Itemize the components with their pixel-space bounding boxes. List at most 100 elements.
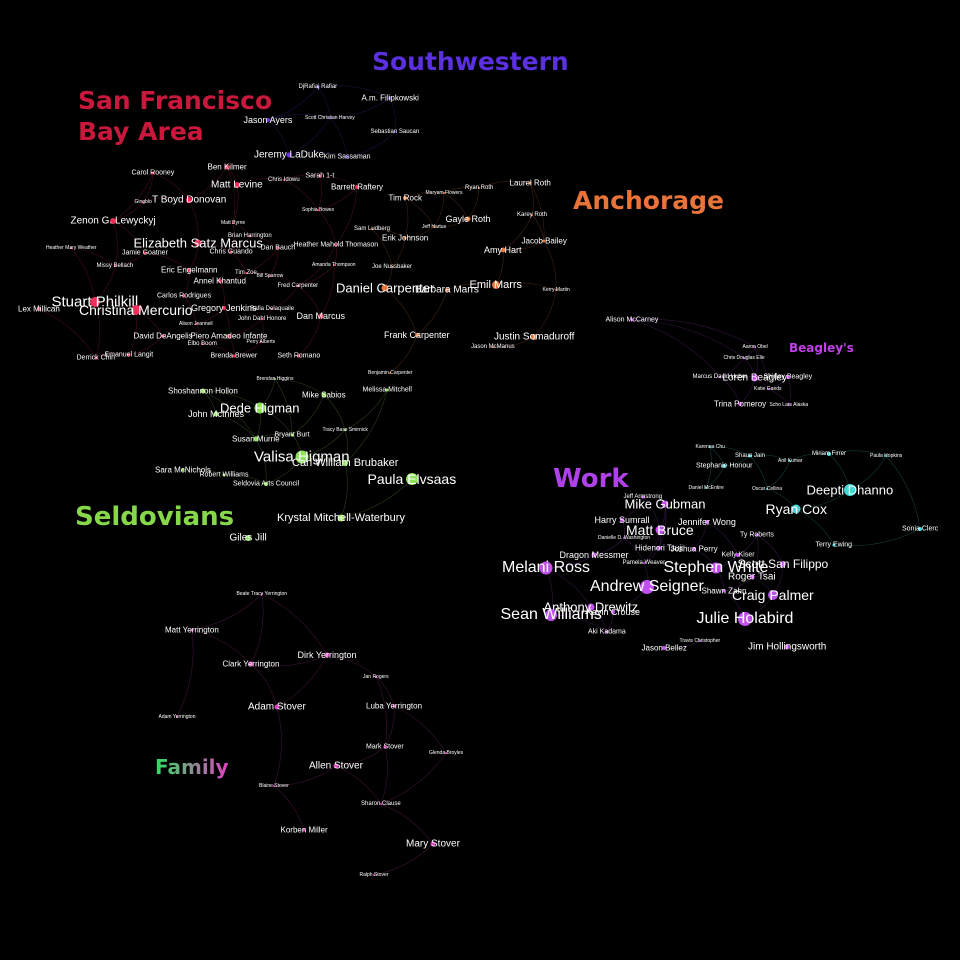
node-label: Carol Rooney xyxy=(131,169,175,177)
node-label: Dragon Messmer xyxy=(559,550,629,560)
node-label: Marcus David Huber xyxy=(692,374,748,380)
node-anchorage xyxy=(389,372,391,374)
node-label: Tracy Bass Smirnick xyxy=(322,427,368,433)
edge xyxy=(228,318,263,337)
node-work_aux xyxy=(844,484,856,496)
edge xyxy=(195,323,203,345)
node-family xyxy=(274,704,280,710)
node-label: Shawn Zahn xyxy=(701,586,747,596)
edge xyxy=(297,244,337,287)
node-label: Zenon G. Lewyckyj xyxy=(70,215,156,227)
edge xyxy=(297,285,322,317)
node-label: Glenda Broyles xyxy=(429,750,464,756)
node-sf xyxy=(317,209,319,211)
node-sf xyxy=(318,313,324,319)
node-anchorage xyxy=(555,289,557,291)
cluster-label-family: Family xyxy=(155,755,229,779)
edge xyxy=(723,455,751,467)
node-label: Sean Williams xyxy=(500,606,602,623)
node-label: Gingblo xyxy=(134,199,152,205)
node-label: Susan Murrie xyxy=(232,434,280,444)
edge xyxy=(478,180,531,189)
edge xyxy=(495,282,557,291)
edge xyxy=(223,307,230,337)
edge xyxy=(373,843,434,876)
node-work xyxy=(640,580,654,594)
edge xyxy=(663,640,701,649)
node-label: Danielle D. Washington xyxy=(598,535,651,541)
node-work_aux xyxy=(918,527,922,531)
node-seldovians xyxy=(245,535,251,541)
node-label: Brian Harrington xyxy=(228,233,272,239)
node-beagleys xyxy=(786,375,790,379)
edge xyxy=(502,240,545,251)
edge xyxy=(95,353,130,359)
edge xyxy=(250,654,328,667)
edge xyxy=(269,247,279,277)
node-beagleys xyxy=(754,346,756,348)
node-sf xyxy=(187,268,191,272)
node-label: Jason Bellez xyxy=(641,643,687,653)
node-label: Tim Zoe xyxy=(235,270,257,276)
edge xyxy=(191,593,263,631)
node-label: Scott San Filippo xyxy=(737,557,829,571)
edge xyxy=(335,746,386,767)
node-work_aux xyxy=(766,488,768,490)
node-label: Sarah 1-t xyxy=(305,172,335,180)
edge xyxy=(250,593,264,665)
node-label: Frank Carpenter xyxy=(384,330,450,340)
node-beagleys xyxy=(719,376,721,378)
node-work xyxy=(641,495,645,499)
node-beagleys xyxy=(751,374,759,382)
edge xyxy=(219,280,225,309)
node-anchorage xyxy=(531,214,533,216)
node-label: Laurel Roth xyxy=(509,178,551,188)
edge xyxy=(128,335,164,356)
node-work_aux xyxy=(827,452,831,456)
node-label: Sophia Bowes xyxy=(302,207,334,213)
edge xyxy=(288,117,331,156)
node-label: Perry Alberts xyxy=(246,339,276,345)
node-sf xyxy=(224,164,230,170)
node-work xyxy=(657,546,661,550)
edge xyxy=(202,390,257,440)
node-label: Rafia Delaquaile xyxy=(250,306,295,312)
node-label: Kevin Crouse xyxy=(586,607,641,617)
edge xyxy=(658,545,695,550)
edge xyxy=(789,453,830,462)
node-label: Justin Somaduroff xyxy=(494,331,575,343)
edge xyxy=(389,334,418,374)
node-work xyxy=(643,562,645,564)
edge xyxy=(274,378,325,396)
edge xyxy=(323,394,346,431)
node-label: Christina Mercurio xyxy=(79,302,193,318)
node-anchorage xyxy=(415,333,419,337)
node-label: Mary Stover xyxy=(406,838,460,850)
edge xyxy=(112,220,118,267)
edge xyxy=(380,752,447,805)
edge xyxy=(283,179,319,211)
node-seldovians xyxy=(406,473,418,485)
node-label: Barrett Raftery xyxy=(331,182,384,192)
edge xyxy=(346,131,396,158)
edge xyxy=(226,166,235,224)
node-sf xyxy=(195,323,197,325)
node-seldovians xyxy=(295,450,309,464)
node-sf xyxy=(227,334,231,338)
edge xyxy=(766,460,791,490)
node-label: Mike Gubman xyxy=(624,496,706,512)
node-label: Katie Gaeds xyxy=(754,386,782,392)
edge xyxy=(245,247,279,274)
node-label: Daniel Carpenter xyxy=(336,280,435,296)
node-label: Valisa Higman xyxy=(254,448,350,466)
node-label: Sharon Clause xyxy=(361,801,401,807)
node-label: Tim Rock xyxy=(388,193,422,203)
node-label: Elbo Boom xyxy=(187,341,217,347)
node-sf xyxy=(232,222,234,224)
edge xyxy=(828,450,887,457)
node-label: Luba Yerrington xyxy=(366,701,423,711)
edge xyxy=(317,86,331,119)
edge xyxy=(215,413,257,440)
node-sf xyxy=(90,297,100,307)
edge xyxy=(261,308,273,320)
